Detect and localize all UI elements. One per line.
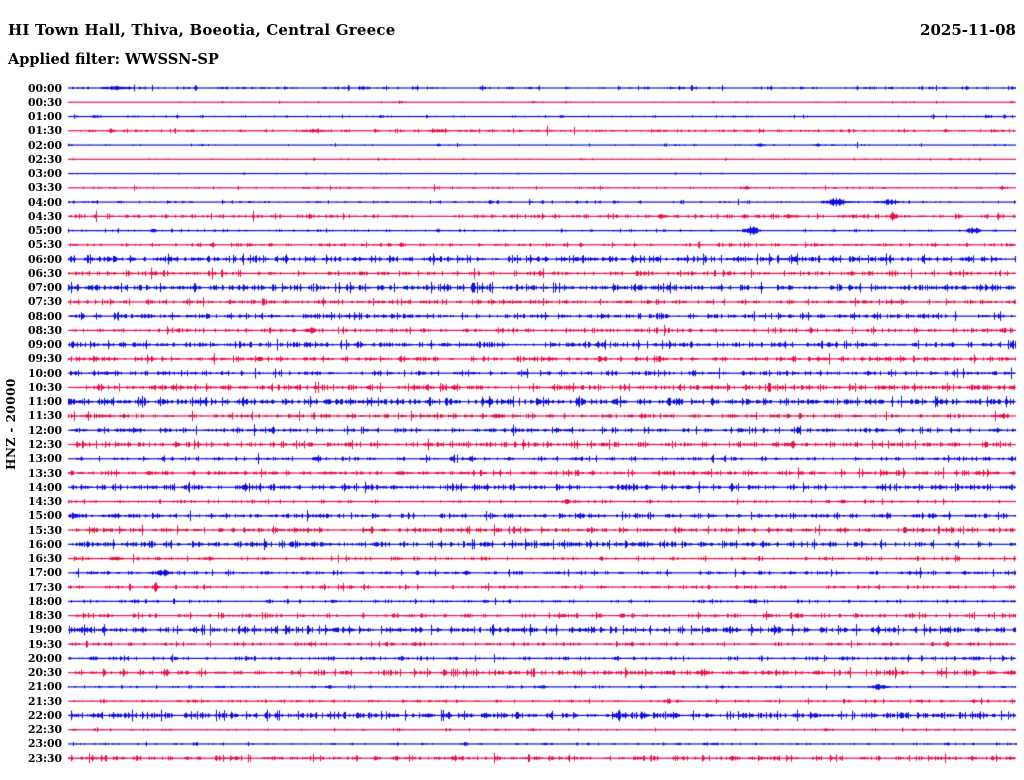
seismogram-trace-plot: [0, 0, 1024, 780]
helicorder-page: HI Town Hall, Thiva, Boeotia, Central Gr…: [0, 0, 1024, 780]
